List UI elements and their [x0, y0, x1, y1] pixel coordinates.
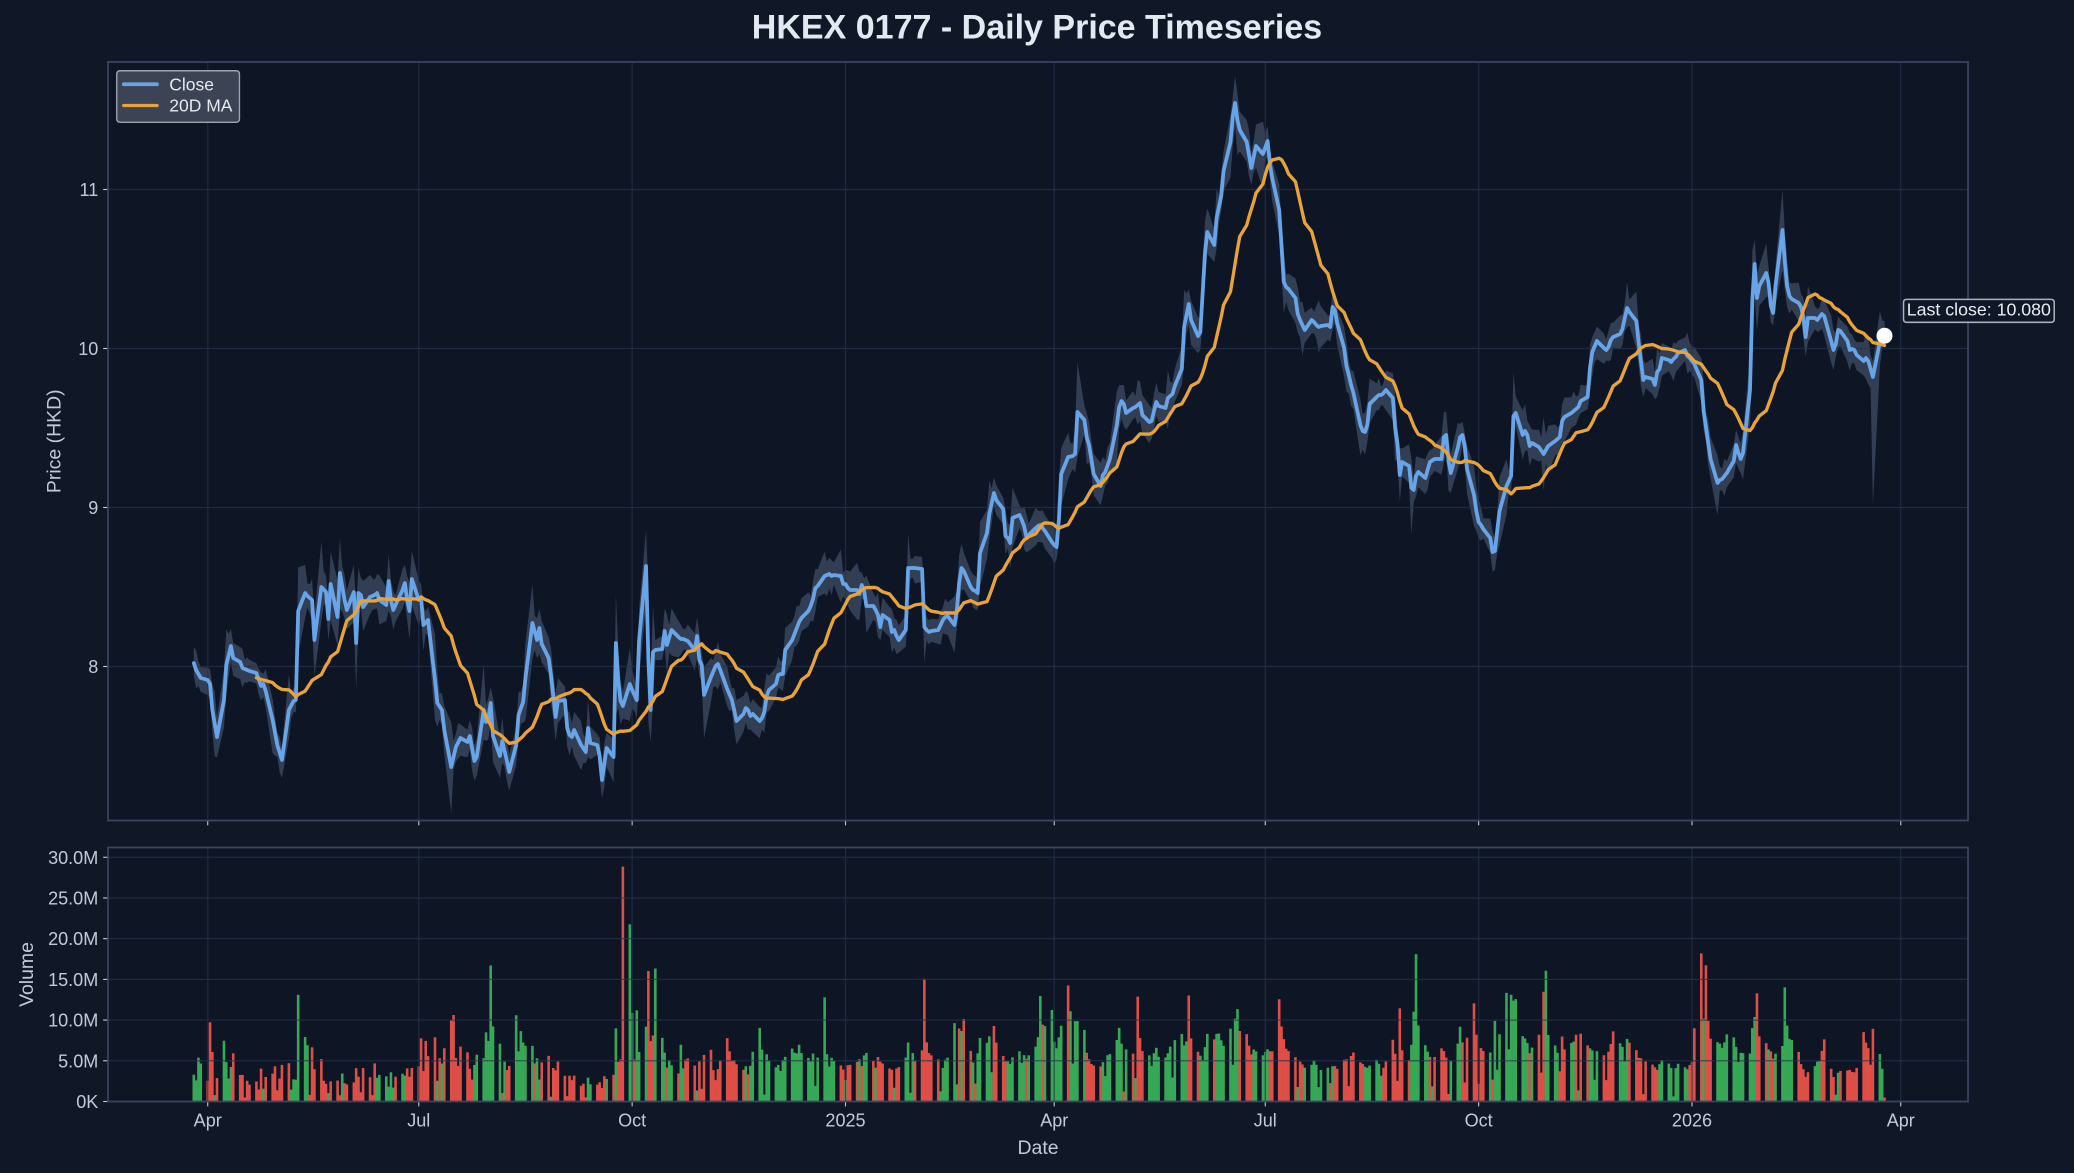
svg-text:HKEX 0177 - Daily Price Timese: HKEX 0177 - Daily Price Timeseries [752, 9, 1322, 47]
svg-text:2025: 2025 [825, 1110, 865, 1130]
svg-text:Last close: 10.080: Last close: 10.080 [1907, 299, 2051, 319]
svg-text:25.0M: 25.0M [48, 889, 98, 909]
svg-text:15.0M: 15.0M [48, 970, 98, 990]
svg-text:5.0M: 5.0M [58, 1051, 98, 1071]
svg-text:10.0M: 10.0M [48, 1011, 98, 1031]
svg-text:8: 8 [88, 657, 98, 677]
svg-text:Close: Close [169, 74, 214, 94]
svg-text:9: 9 [88, 498, 98, 518]
svg-text:Apr: Apr [1040, 1110, 1068, 1130]
svg-text:10: 10 [78, 339, 98, 359]
svg-text:11: 11 [80, 180, 99, 200]
svg-text:20.0M: 20.0M [48, 929, 98, 949]
svg-text:Oct: Oct [618, 1110, 646, 1130]
svg-text:20D MA: 20D MA [169, 96, 233, 116]
svg-text:Oct: Oct [1465, 1110, 1493, 1130]
svg-text:Jul: Jul [407, 1110, 430, 1130]
svg-text:Jul: Jul [1254, 1110, 1277, 1130]
svg-text:Price (HKD): Price (HKD) [43, 389, 65, 493]
svg-text:0K: 0K [76, 1092, 98, 1112]
svg-text:Apr: Apr [194, 1110, 222, 1130]
svg-text:Apr: Apr [1887, 1110, 1915, 1130]
svg-text:30.0M: 30.0M [48, 848, 98, 868]
svg-text:Volume: Volume [16, 942, 38, 1007]
svg-text:Date: Date [1017, 1137, 1058, 1159]
svg-text:2026: 2026 [1672, 1110, 1712, 1130]
